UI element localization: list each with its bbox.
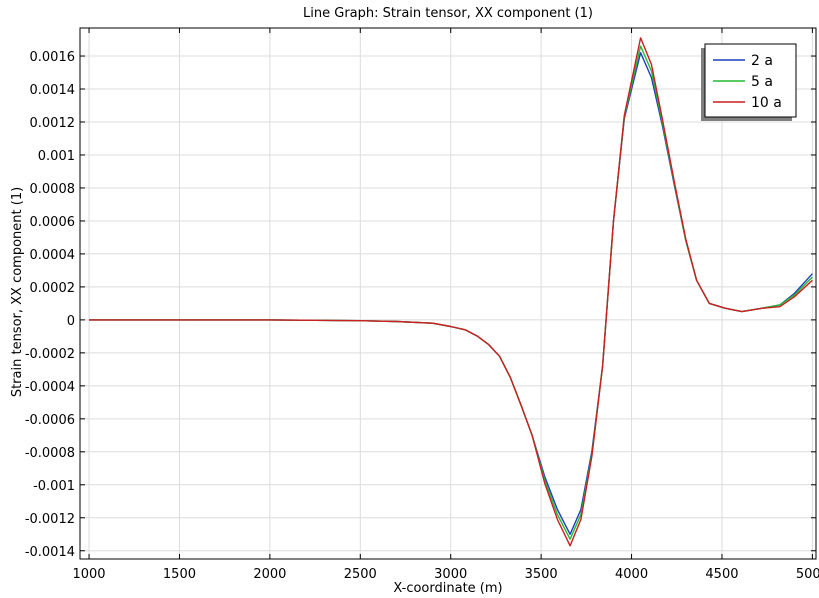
legend-label: 2 a [751, 53, 773, 69]
y-tick-label: 0.0008 [30, 182, 76, 197]
x-tick-label: 1500 [163, 567, 196, 582]
x-tick-label: 1000 [72, 567, 105, 582]
x-tick-label: 3000 [434, 567, 467, 582]
y-tick-label: 0.0014 [30, 83, 76, 98]
y-tick-label: 0.0006 [30, 215, 76, 230]
y-tick-label: -0.0012 [25, 512, 75, 527]
y-tick-label: -0.0006 [25, 413, 75, 428]
x-tick-label: 3500 [525, 567, 558, 582]
y-tick-label: 0.0002 [30, 281, 76, 296]
x-tick-label: 2000 [253, 567, 286, 582]
x-tick-label: 4500 [705, 567, 738, 582]
grid-lines [80, 28, 816, 559]
y-tick-label: -0.0002 [25, 347, 75, 362]
chart-title: Line Graph: Strain tensor, XX component … [303, 6, 593, 21]
x-tick-label: 2500 [344, 567, 377, 582]
legend: 2 a 5 a 10 a [701, 43, 797, 121]
y-axis-ticks: 0.0016 0.0014 0.0012 0.001 0.0008 0.0006 0.000… [25, 50, 816, 560]
x-axis-label: X-coordinate (m) [393, 581, 502, 596]
y-tick-label: 0.001 [38, 149, 75, 164]
y-tick-label: -0.0014 [25, 545, 75, 560]
x-tick-label: 4000 [615, 567, 648, 582]
y-tick-label: 0 [67, 314, 75, 329]
plot-area-frame [79, 27, 817, 560]
y-tick-label: 0.0016 [30, 50, 76, 65]
legend-label: 5 a [751, 74, 773, 90]
y-axis-label: Strain tensor, XX component (1) [10, 187, 25, 397]
series-lines [89, 37, 813, 547]
y-tick-label: -0.0004 [25, 380, 75, 395]
y-tick-label: 0.0004 [30, 248, 76, 263]
series-line-3 [89, 37, 813, 547]
legend-label: 10 a [751, 95, 782, 111]
y-tick-label: 0.0012 [30, 116, 76, 131]
y-tick-label: -0.0008 [25, 446, 75, 461]
y-tick-label: -0.001 [33, 479, 75, 494]
